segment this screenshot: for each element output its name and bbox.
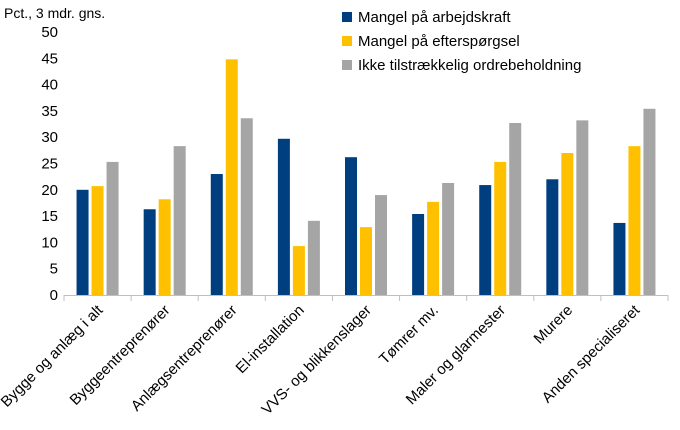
bar — [307, 220, 320, 295]
legend-swatch — [342, 12, 352, 22]
bar — [427, 201, 440, 295]
bar — [277, 138, 290, 295]
bar — [509, 122, 522, 295]
y-tick-label: 10 — [41, 234, 58, 251]
y-tick-label: 15 — [41, 208, 58, 225]
bar — [561, 152, 574, 295]
category-label: El-installation — [233, 302, 308, 377]
legend-label: Ikke tilstrækkelig ordrebeholdning — [358, 57, 581, 74]
y-tick-label: 35 — [41, 103, 58, 120]
y-tick-label: 0 — [50, 287, 58, 304]
legend: Mangel på arbejdskraft Mangel på efterspø… — [342, 9, 581, 74]
bar — [240, 118, 253, 295]
bar — [76, 189, 89, 295]
bar — [442, 182, 455, 295]
bar — [292, 246, 305, 295]
bar — [158, 199, 171, 295]
legend-label: Mangel på efterspørgsel — [358, 33, 520, 50]
y-axis-ticks: 0 5 10 15 20 25 30 35 40 45 50 — [41, 24, 58, 304]
bar — [106, 161, 119, 295]
bar — [546, 179, 559, 295]
bar — [345, 157, 357, 295]
bars — [76, 59, 656, 296]
category-label: VVS- og blikkenslager — [258, 302, 374, 418]
y-tick-label: 50 — [41, 24, 58, 41]
bar — [143, 209, 156, 295]
bar — [613, 222, 626, 295]
y-tick-label: 45 — [41, 50, 58, 67]
y-tick-label: 30 — [41, 129, 58, 146]
bar — [375, 195, 387, 295]
bar — [360, 227, 372, 295]
bar — [643, 108, 656, 296]
y-tick-label: 5 — [50, 261, 58, 278]
bar — [173, 146, 186, 295]
bar — [412, 213, 425, 295]
x-axis-ticks — [63, 295, 669, 301]
legend-swatch — [342, 36, 352, 46]
legend-label: Mangel på arbejdskraft — [358, 9, 511, 26]
bar — [494, 161, 507, 295]
legend-swatch — [342, 60, 352, 70]
bar — [479, 185, 492, 295]
bar — [91, 186, 104, 295]
y-axis-label: Pct., 3 mdr. gns. — [4, 5, 105, 21]
bar — [225, 59, 238, 295]
bar — [210, 174, 223, 295]
category-labels: Bygge og anlæg i altByggeentreprenørerAn… — [0, 301, 644, 418]
bar — [628, 146, 641, 295]
y-tick-label: 20 — [41, 182, 58, 199]
y-tick-label: 25 — [41, 156, 58, 173]
category-label: Tømrer mv. — [376, 302, 442, 368]
category-label: Murere — [531, 302, 577, 348]
bar — [576, 120, 589, 295]
y-tick-label: 40 — [41, 77, 58, 94]
